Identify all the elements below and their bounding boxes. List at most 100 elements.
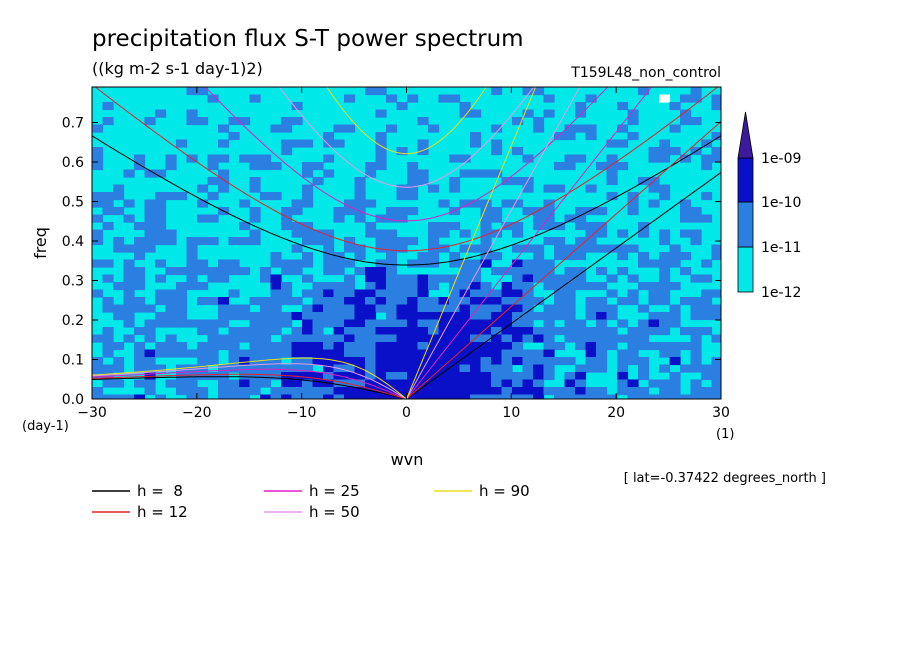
heatmap-cell	[638, 327, 650, 336]
heatmap-cell	[260, 319, 272, 328]
heatmap-cell	[123, 169, 135, 178]
heatmap-cell	[596, 162, 608, 171]
heatmap-cell	[249, 184, 261, 193]
heatmap-cell	[543, 207, 555, 216]
heatmap-cell	[123, 259, 135, 268]
heatmap-cell	[218, 267, 230, 276]
heatmap-cell	[669, 357, 681, 366]
heatmap-cell	[701, 289, 713, 298]
heatmap-cell	[554, 274, 566, 283]
heatmap-cell	[291, 207, 303, 216]
heatmap-cell	[606, 154, 618, 163]
heatmap-cell	[260, 357, 272, 366]
heatmap-cell	[144, 379, 156, 388]
heatmap-cell	[449, 94, 461, 103]
heatmap-cell	[585, 184, 597, 193]
heatmap-cell	[218, 297, 230, 306]
y-tick-label: 0.7	[62, 116, 84, 132]
heatmap-cell	[344, 349, 356, 358]
heatmap-cell	[711, 357, 721, 366]
heatmap-cell	[491, 297, 503, 306]
heatmap-cell	[375, 387, 387, 396]
heatmap-cell	[270, 364, 282, 373]
heatmap-cell	[648, 312, 660, 321]
heatmap-cell	[512, 387, 524, 396]
heatmap-cell	[564, 379, 576, 388]
heatmap-cell	[480, 379, 492, 388]
latitude-footnote: [ lat=-0.37422 degrees_north ]	[624, 471, 826, 486]
heatmap-cell	[354, 319, 366, 328]
y-axis-label: freq	[31, 227, 50, 259]
heatmap-cell	[375, 162, 387, 171]
heatmap-cell	[438, 334, 450, 343]
heatmap-cell	[239, 357, 251, 366]
heatmap-cell	[659, 267, 671, 276]
heatmap-cell	[659, 229, 671, 238]
heatmap-cell	[270, 372, 282, 381]
heatmap-cell	[134, 304, 146, 313]
heatmap-cell	[711, 312, 721, 321]
heatmap-cell	[522, 364, 534, 373]
heatmap-cell	[165, 319, 177, 328]
heatmap-cell	[260, 394, 272, 399]
y-tick-label: 0.4	[62, 234, 84, 250]
heatmap-cell	[470, 312, 482, 321]
heatmap-cell	[270, 357, 282, 366]
heatmap-cell	[113, 207, 125, 216]
heatmap-cell	[627, 289, 639, 298]
heatmap-cell	[302, 372, 314, 381]
heatmap-cell	[564, 282, 576, 291]
heatmap-cell	[302, 334, 314, 343]
heatmap-cell	[449, 387, 461, 396]
heatmap-cell	[186, 244, 198, 253]
heatmap-cell	[291, 199, 303, 208]
heatmap-cell	[690, 304, 702, 313]
heatmap-cell	[323, 252, 335, 261]
heatmap-cell	[690, 87, 702, 96]
heatmap-cell	[333, 387, 345, 396]
heatmap-cell	[323, 364, 335, 373]
heatmap-cell	[438, 357, 450, 366]
heatmap-cell	[207, 297, 219, 306]
heatmap-cell	[638, 342, 650, 351]
heatmap-cell	[323, 229, 335, 238]
heatmap-cell	[480, 214, 492, 223]
heatmap-cell	[648, 154, 660, 163]
heatmap-cell	[596, 207, 608, 216]
heatmap-cell	[480, 297, 492, 306]
heatmap-cell	[134, 237, 146, 246]
heatmap-cell	[638, 252, 650, 261]
heatmap-cell	[365, 199, 377, 208]
heatmap-cell	[123, 244, 135, 253]
heatmap-cell	[480, 312, 492, 321]
heatmap-cell	[291, 297, 303, 306]
heatmap-cell	[617, 349, 629, 358]
heatmap-cell	[375, 147, 387, 156]
heatmap-cell	[522, 87, 534, 96]
heatmap-cell	[543, 222, 555, 231]
heatmap-cell	[249, 387, 261, 396]
heatmap-cell	[522, 244, 534, 253]
heatmap-cell	[260, 154, 272, 163]
heatmap-cell	[165, 154, 177, 163]
heatmap-cell	[417, 297, 429, 306]
heatmap-cell	[648, 297, 660, 306]
heatmap-cell	[711, 252, 721, 261]
heatmap-cell	[459, 274, 471, 283]
heatmap-cell	[554, 387, 566, 396]
heatmap-cell	[249, 297, 261, 306]
x-unit-label: (1)	[716, 427, 734, 442]
heatmap-cell	[365, 379, 377, 388]
heatmap-cell	[459, 327, 471, 336]
heatmap-cell	[554, 237, 566, 246]
heatmap-cell	[386, 334, 398, 343]
heatmap-cell	[134, 162, 146, 171]
heatmap-cell	[459, 304, 471, 313]
heatmap-cell	[291, 357, 303, 366]
plot-area	[91, 86, 722, 400]
heatmap-cell	[575, 207, 587, 216]
heatmap-cell	[585, 387, 597, 396]
heatmap-cell	[449, 349, 461, 358]
heatmap-cell	[575, 327, 587, 336]
y-tick-label: 0.5	[62, 195, 84, 211]
